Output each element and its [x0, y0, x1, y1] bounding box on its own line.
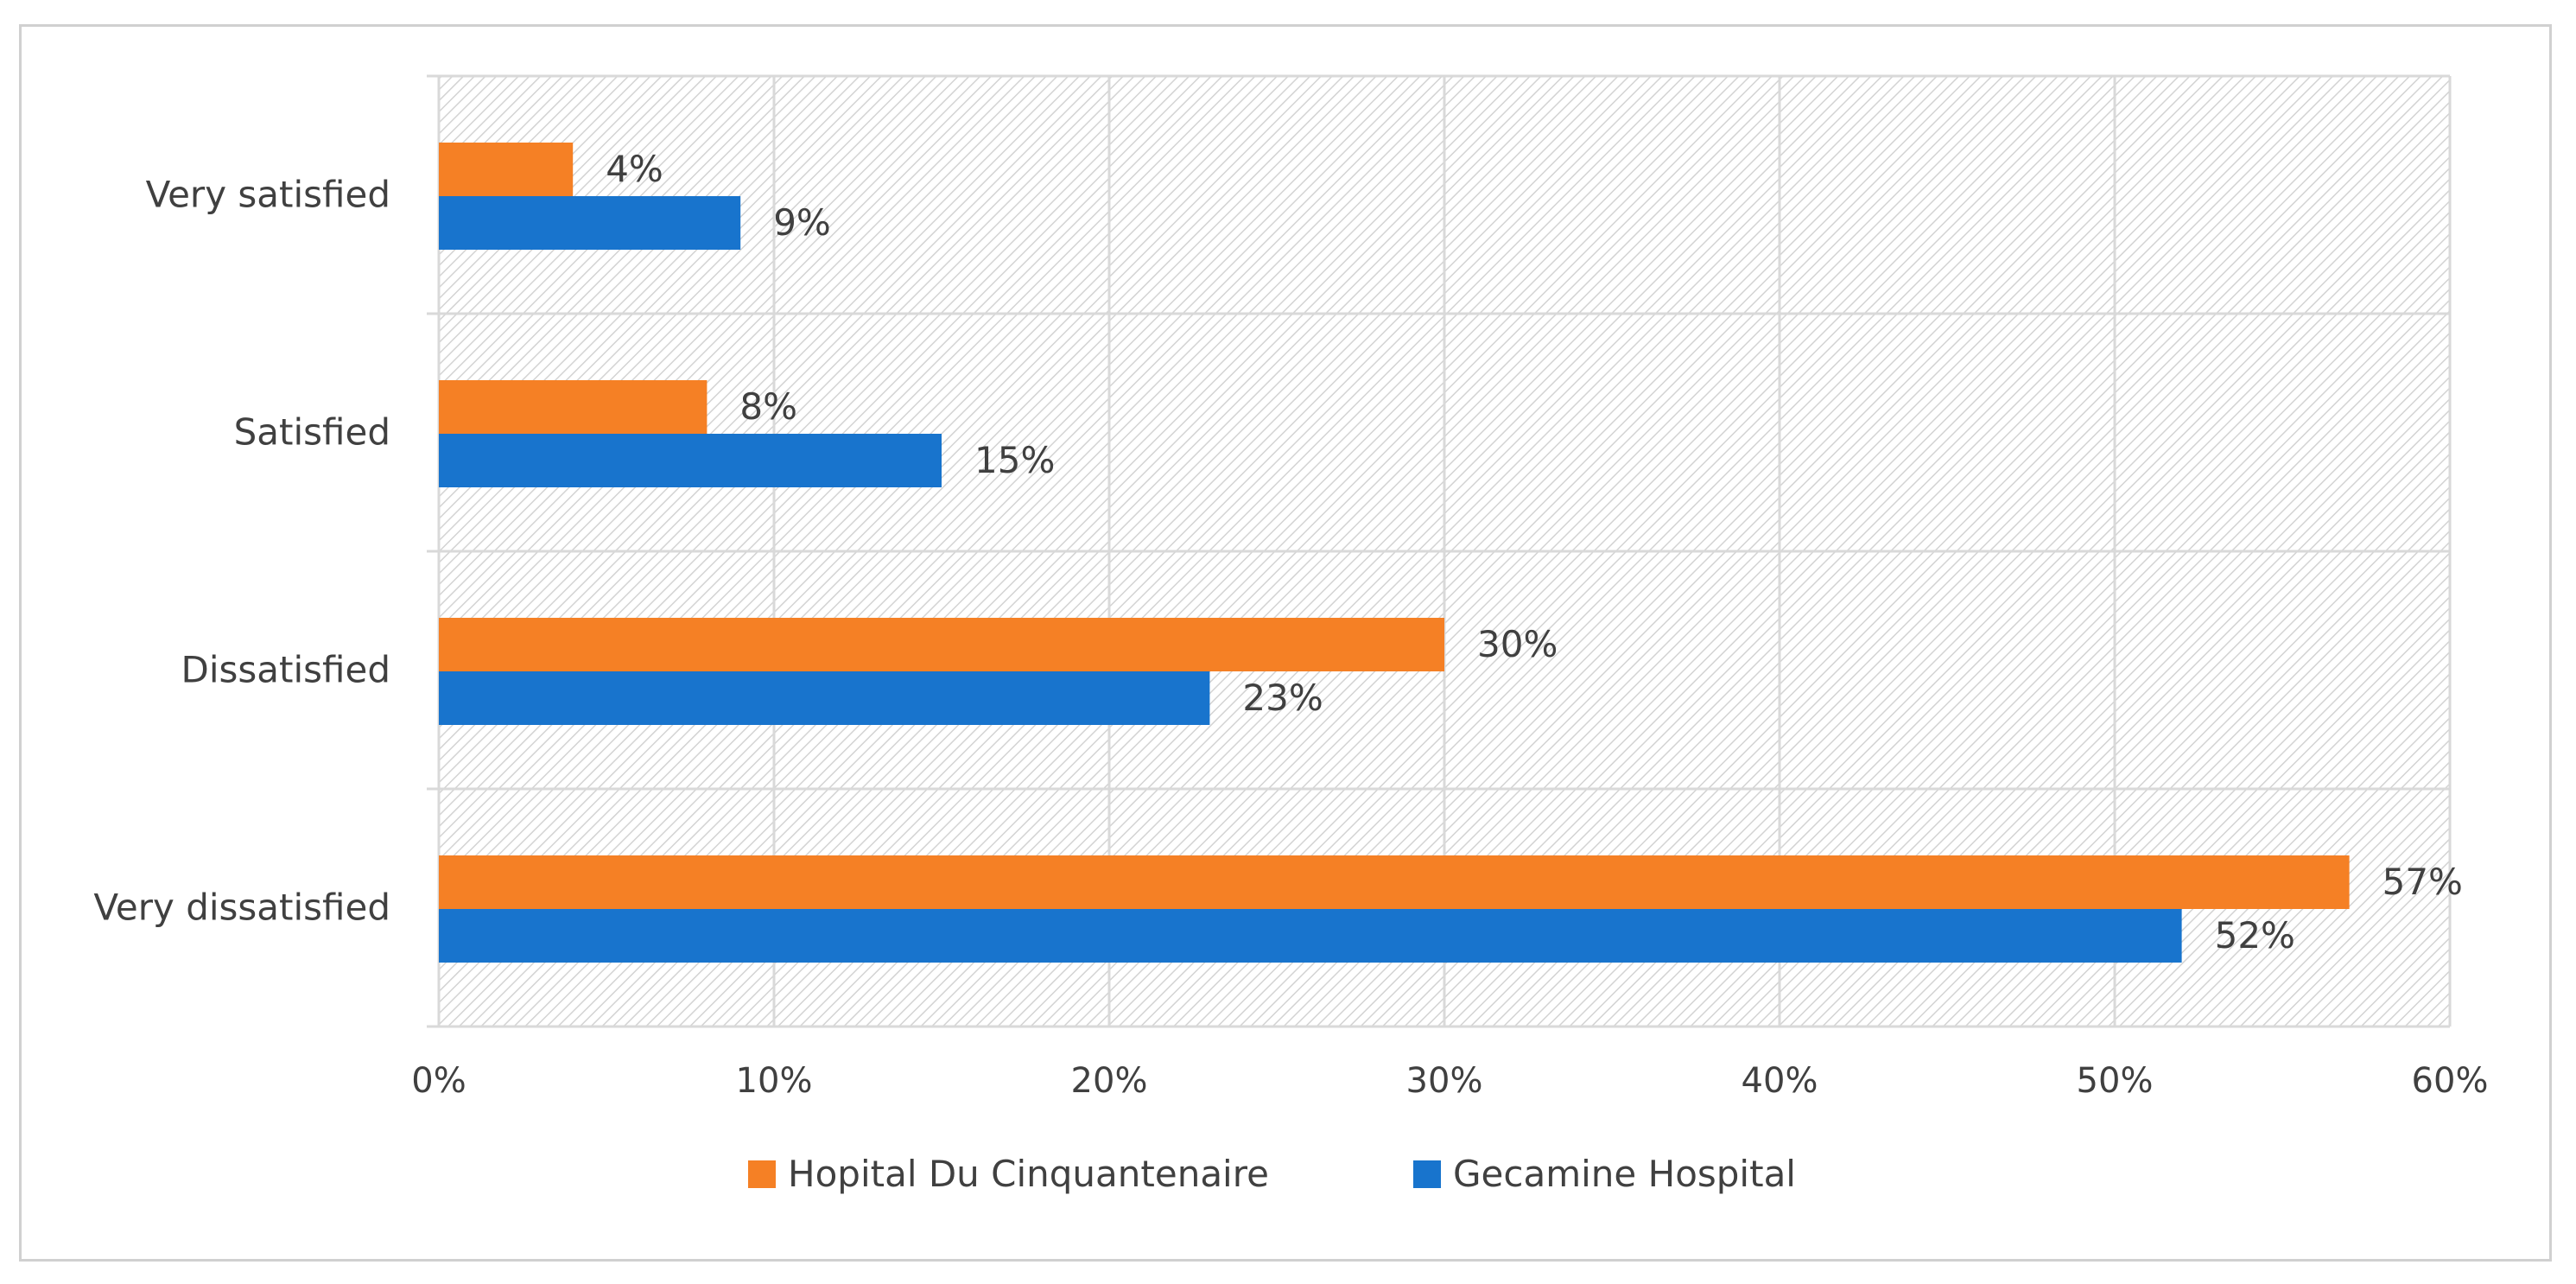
bar-hopital-du-cinquantenaire — [439, 380, 707, 434]
labels: 0% 10% 20% 30% 40% 50% 60% Very satisfied Satisf… — [93, 148, 2488, 1101]
x-tick-label: 0% — [411, 1061, 466, 1101]
data-label: 15% — [974, 439, 1055, 481]
data-label: 8% — [739, 385, 797, 428]
legend-label: Gecamine Hospital — [1453, 1153, 1796, 1195]
x-tick-label: 10% — [736, 1061, 813, 1101]
data-label: 4% — [606, 148, 663, 190]
data-label: 30% — [1477, 623, 1558, 665]
category-label: Very satisfied — [146, 174, 390, 216]
data-label: 57% — [2382, 861, 2463, 903]
bar-gecamine-hospital — [439, 671, 1210, 725]
data-label: 23% — [1242, 677, 1323, 719]
bar-hopital-du-cinquantenaire — [439, 618, 1444, 671]
legend-label: Hopital Du Cinquantenaire — [788, 1153, 1269, 1195]
legend-swatch — [1413, 1160, 1441, 1188]
category-label: Satisfied — [234, 411, 390, 454]
bar-gecamine-hospital — [439, 196, 741, 250]
category-label: Very dissatisfied — [93, 887, 390, 929]
data-label: 52% — [2215, 914, 2295, 957]
data-label: 9% — [773, 201, 831, 244]
legend-swatch — [748, 1160, 776, 1188]
x-tick-label: 20% — [1071, 1061, 1148, 1101]
x-tick-label: 50% — [2077, 1061, 2154, 1101]
legend: Hopital Du Cinquantenaire Gecamine Hospit… — [748, 1153, 1796, 1195]
bar-hopital-du-cinquantenaire — [439, 855, 2350, 909]
x-tick-label: 40% — [1742, 1061, 1818, 1101]
bar-gecamine-hospital — [439, 434, 942, 487]
x-tick-label: 60% — [2412, 1061, 2489, 1101]
bar-gecamine-hospital — [439, 909, 2182, 963]
bars — [439, 143, 2350, 963]
x-tick-label: 30% — [1406, 1061, 1483, 1101]
category-label: Dissatisfied — [181, 649, 390, 691]
bar-hopital-du-cinquantenaire — [439, 143, 574, 196]
